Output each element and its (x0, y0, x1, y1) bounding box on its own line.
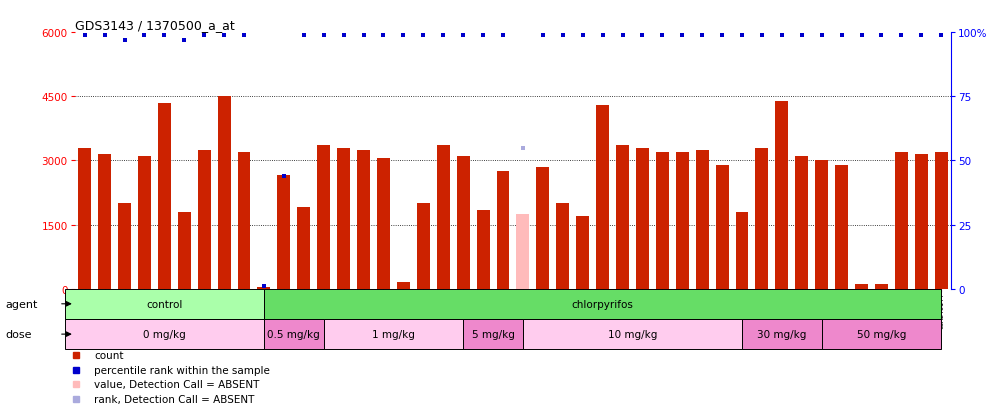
Bar (742, 319, 822, 349)
Bar (516, 214, 530, 289)
Bar (655, 152, 668, 289)
Bar (357, 150, 371, 289)
Bar (894, 152, 907, 289)
Bar (755, 148, 769, 289)
Bar (437, 146, 450, 289)
Text: 30 mg/kg: 30 mg/kg (757, 329, 807, 339)
Bar (317, 146, 330, 289)
Text: GDS3143 / 1370500_a_at: GDS3143 / 1370500_a_at (75, 19, 234, 32)
Bar (78, 148, 92, 289)
Bar (914, 154, 927, 289)
Bar (463, 319, 523, 349)
Bar (157, 103, 171, 289)
Text: chlorpyrifos: chlorpyrifos (572, 299, 633, 309)
Bar (65, 319, 264, 349)
Bar (264, 319, 324, 349)
Bar (735, 212, 748, 289)
Bar (934, 152, 947, 289)
Bar (536, 167, 549, 289)
Text: percentile rank within the sample: percentile rank within the sample (94, 365, 270, 375)
Bar (118, 204, 131, 289)
Bar (456, 157, 470, 289)
Bar (835, 165, 848, 289)
Text: control: control (146, 299, 182, 309)
Text: dose: dose (5, 329, 32, 339)
Bar (715, 165, 729, 289)
Text: 10 mg/kg: 10 mg/kg (608, 329, 657, 339)
Bar (376, 159, 389, 289)
Bar (822, 319, 941, 349)
Bar (396, 282, 410, 289)
Bar (616, 146, 629, 289)
Bar (264, 289, 941, 319)
Text: rank, Detection Call = ABSENT: rank, Detection Call = ABSENT (94, 394, 254, 404)
Bar (177, 212, 191, 289)
Bar (596, 106, 610, 289)
Bar (576, 216, 589, 289)
Text: 50 mg/kg: 50 mg/kg (857, 329, 906, 339)
Bar (297, 208, 311, 289)
Bar (775, 101, 788, 289)
Bar (523, 319, 742, 349)
Bar (237, 152, 250, 289)
Bar (65, 289, 264, 319)
Bar (497, 172, 510, 289)
Text: agent: agent (5, 299, 38, 309)
Bar (324, 319, 463, 349)
Bar (217, 97, 230, 289)
Bar (874, 285, 887, 289)
Bar (476, 210, 489, 289)
Bar (675, 152, 689, 289)
Bar (337, 148, 351, 289)
Bar (277, 176, 291, 289)
Bar (416, 204, 429, 289)
Text: 0 mg/kg: 0 mg/kg (143, 329, 185, 339)
Bar (695, 150, 708, 289)
Bar (197, 150, 211, 289)
Bar (556, 204, 570, 289)
Bar (635, 148, 649, 289)
Bar (98, 154, 111, 289)
Bar (795, 157, 808, 289)
Bar (137, 157, 151, 289)
Text: 5 mg/kg: 5 mg/kg (471, 329, 515, 339)
Bar (855, 285, 868, 289)
Text: value, Detection Call = ABSENT: value, Detection Call = ABSENT (94, 379, 259, 389)
Bar (815, 161, 828, 289)
Text: 0.5 mg/kg: 0.5 mg/kg (268, 329, 320, 339)
Text: 1 mg/kg: 1 mg/kg (372, 329, 415, 339)
Text: count: count (94, 351, 124, 361)
Bar (257, 287, 270, 289)
